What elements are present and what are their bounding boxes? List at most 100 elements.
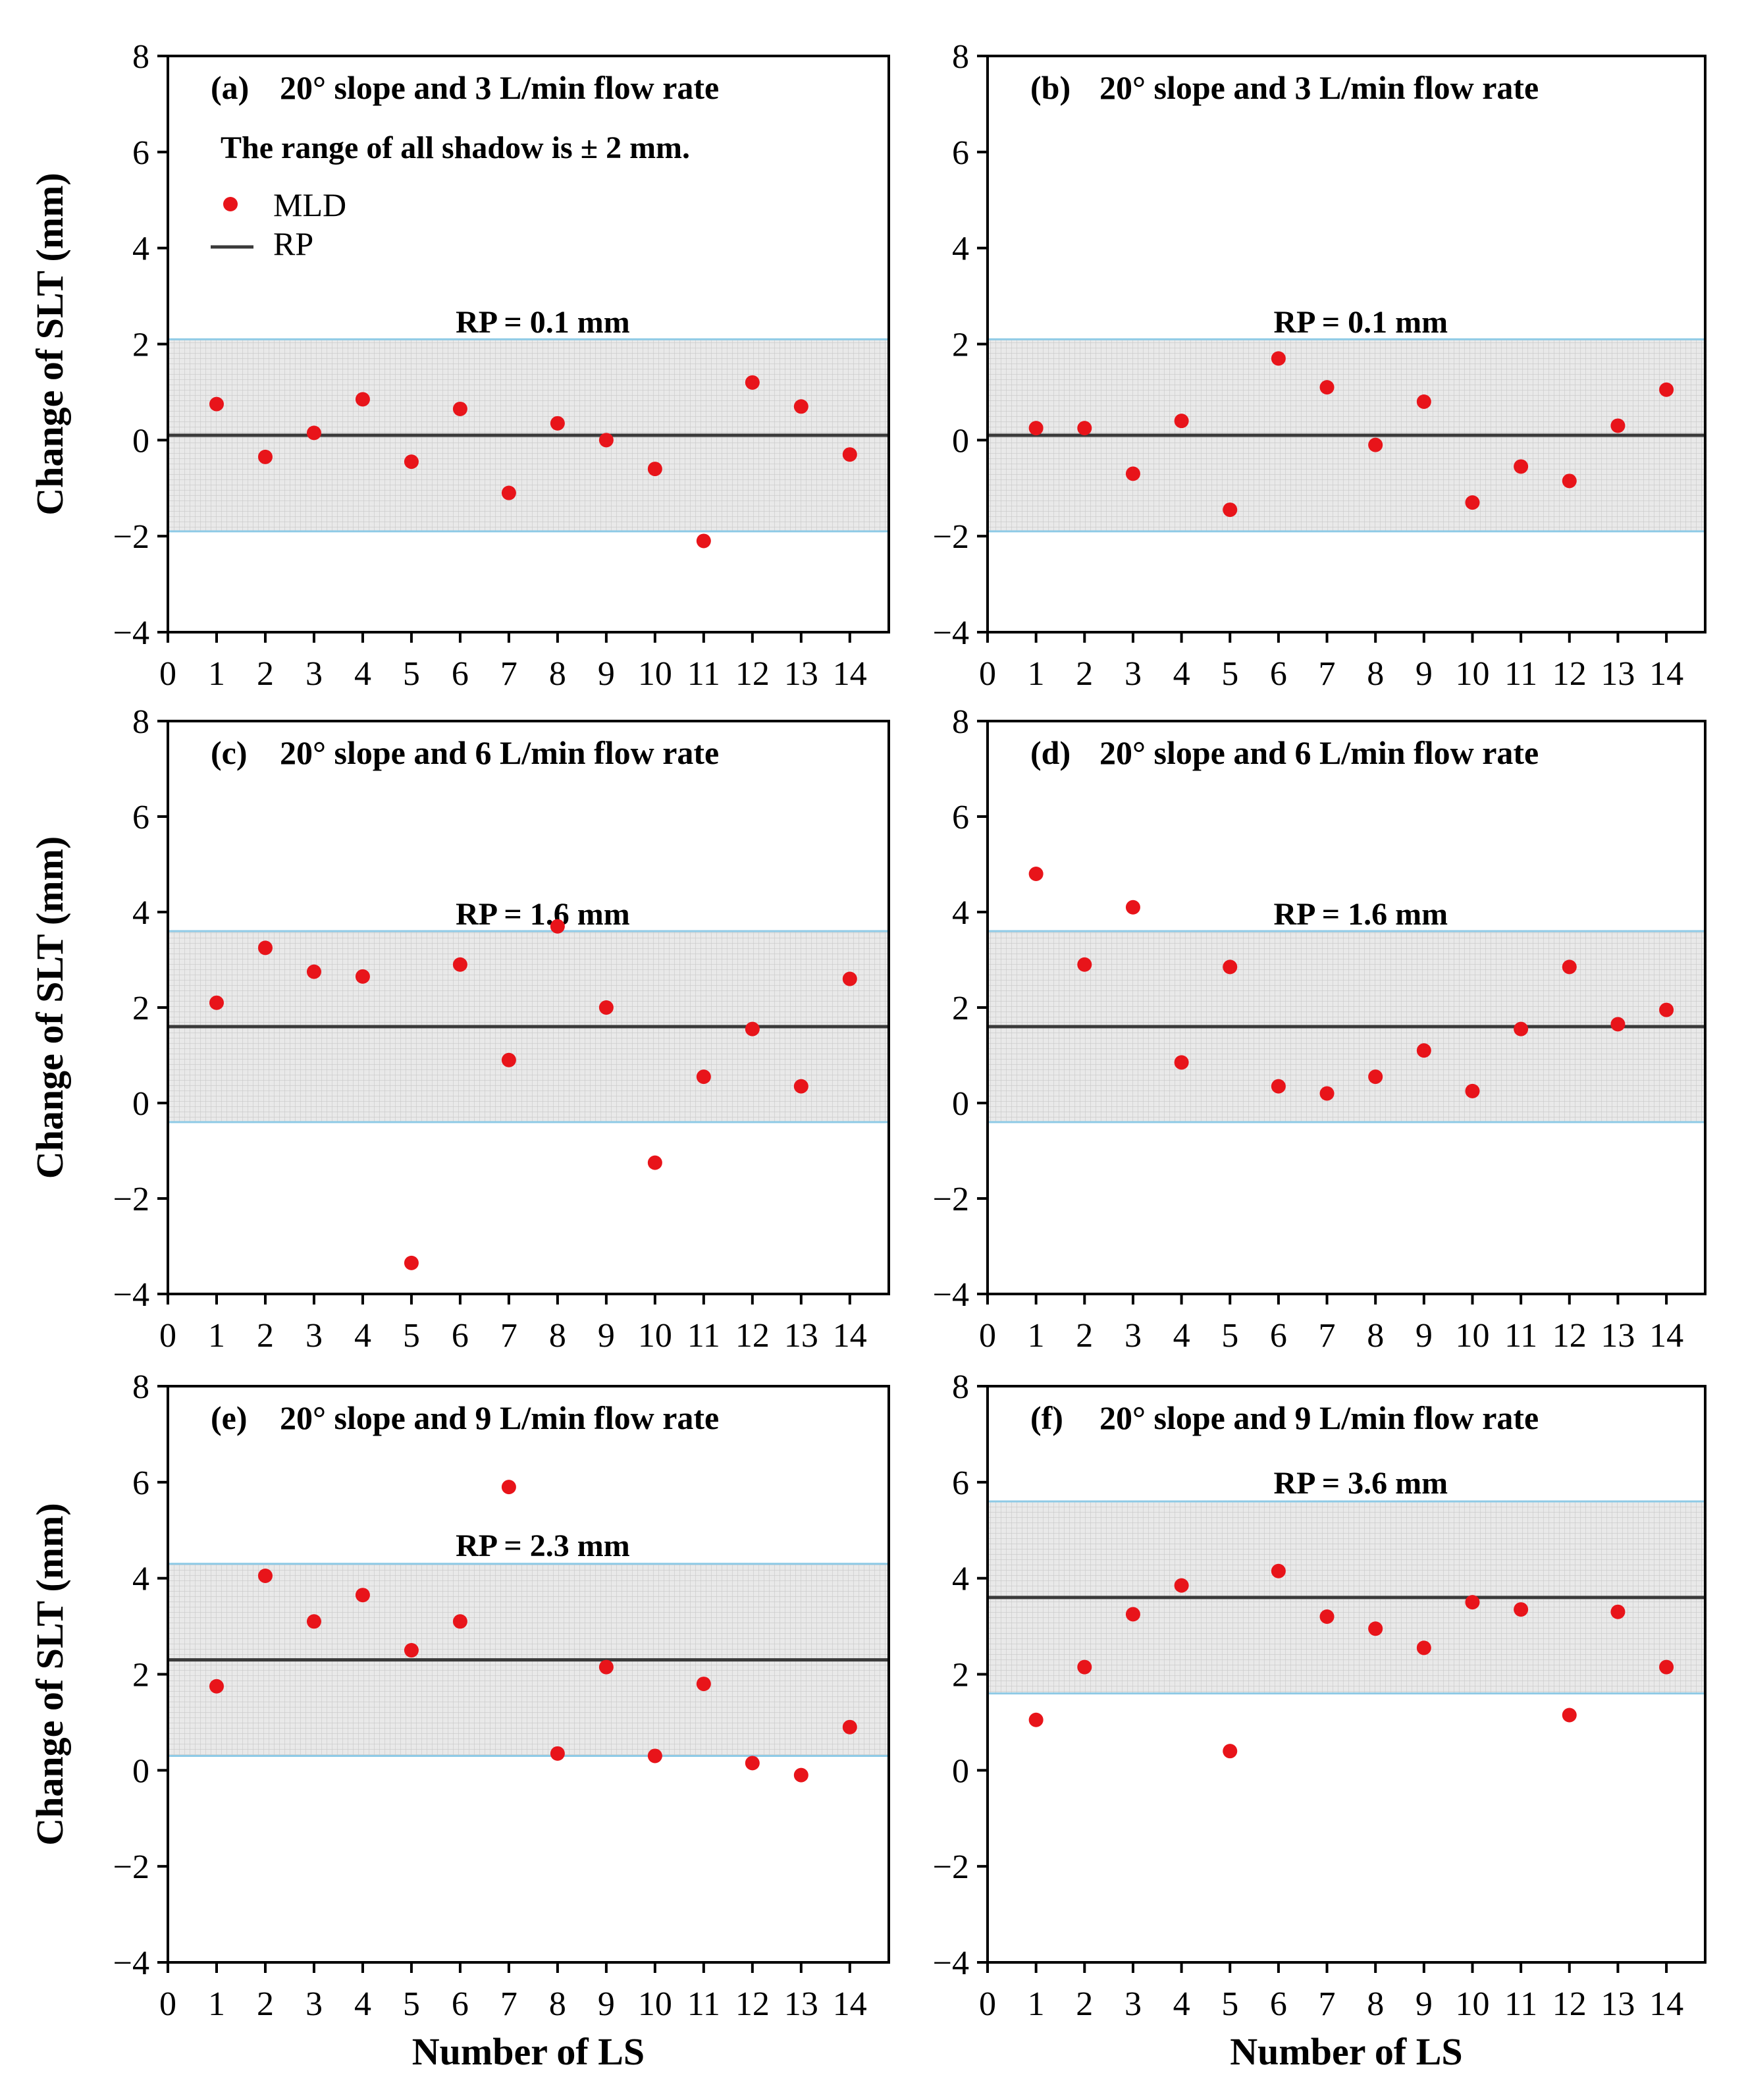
data-point: [1125, 466, 1140, 481]
x-tick-label: 10: [1455, 1317, 1489, 1355]
data-point: [1077, 421, 1092, 436]
data-point: [550, 1746, 565, 1761]
data-point: [1610, 1017, 1626, 1032]
rp-label: RP = 0.1 mm: [456, 305, 630, 340]
data-point: [1465, 1083, 1480, 1098]
x-tick-label: 2: [1076, 1317, 1093, 1355]
x-tick-label: 14: [833, 655, 867, 693]
x-tick-label: 1: [1028, 1985, 1045, 2023]
data-point: [1368, 1069, 1383, 1085]
y-tick-label: 6: [952, 799, 969, 836]
data-point: [257, 1569, 273, 1584]
data-point: [1028, 867, 1044, 881]
y-tick-label: −2: [933, 518, 969, 556]
data-point: [452, 401, 467, 416]
y-tick-label: 0: [132, 422, 149, 460]
x-tick-label: 14: [1649, 655, 1683, 693]
rp-label: RP = 3.6 mm: [1273, 1466, 1448, 1501]
data-point: [1028, 421, 1044, 436]
data-point: [1659, 382, 1674, 397]
x-tick-label: 8: [549, 1985, 566, 2023]
data-point: [1319, 1086, 1335, 1101]
x-tick-label: 0: [979, 655, 996, 693]
data-point: [1125, 900, 1140, 915]
data-point: [1416, 1043, 1431, 1058]
y-axis-label: Change of SLT (mm): [28, 836, 71, 1179]
x-tick-label: 12: [735, 655, 770, 693]
x-axis-label: Number of LS: [1230, 2030, 1462, 2073]
data-point: [1368, 437, 1383, 452]
x-tick-label: 14: [1649, 1985, 1683, 2023]
x-tick-label: 6: [1270, 655, 1287, 693]
x-tick-label: 13: [1600, 1317, 1635, 1355]
x-tick-label: 4: [354, 1317, 371, 1355]
y-tick-label: 0: [952, 1085, 969, 1123]
x-tick-label: 0: [979, 1317, 996, 1355]
x-tick-label: 10: [1455, 1985, 1489, 2023]
y-axis-label: Change of SLT (mm): [28, 173, 71, 515]
rp-label: RP = 1.6 mm: [1273, 897, 1448, 932]
data-point: [257, 940, 273, 956]
y-tick-label: 6: [952, 134, 969, 172]
y-tick-label: 6: [132, 134, 149, 172]
y-tick-label: 4: [132, 894, 149, 932]
data-point: [842, 447, 857, 462]
panel-letter: (e): [211, 1399, 248, 1436]
data-point: [598, 1659, 614, 1675]
x-tick-label: 7: [1319, 1317, 1336, 1355]
x-tick-label: 13: [1600, 655, 1635, 693]
x-tick-label: 7: [1319, 1985, 1336, 2023]
data-point: [1562, 1708, 1577, 1723]
panel-letter: (b): [1030, 69, 1071, 106]
x-tick-label: 6: [452, 1985, 469, 2023]
y-tick-label: −2: [933, 1848, 969, 1886]
x-tick-label: 10: [638, 1317, 672, 1355]
x-tick-label: 10: [1455, 655, 1489, 693]
panel-title: 20° slope and 9 L/min flow rate: [280, 1399, 719, 1436]
y-tick-label: 8: [952, 1368, 969, 1406]
y-tick-label: 2: [132, 1657, 149, 1694]
data-point: [1077, 1659, 1092, 1675]
x-tick-label: 11: [687, 655, 720, 693]
x-tick-label: 6: [1270, 1985, 1287, 2023]
x-tick-label: 3: [305, 1985, 323, 2023]
y-tick-label: 2: [952, 327, 969, 364]
data-point: [1465, 495, 1480, 510]
data-point: [501, 1052, 516, 1067]
x-tick-label: 3: [1124, 1985, 1142, 2023]
x-tick-label: 5: [403, 655, 420, 693]
data-point: [696, 1069, 711, 1085]
y-tick-label: 0: [952, 422, 969, 460]
data-point: [355, 392, 370, 407]
data-point: [1223, 502, 1238, 518]
panel-letter: (a): [211, 69, 249, 106]
x-tick-label: 6: [452, 1317, 469, 1355]
legend-label-rp: RP: [273, 225, 313, 262]
x-tick-label: 12: [1552, 1317, 1587, 1355]
x-tick-label: 4: [1173, 1317, 1190, 1355]
data-point: [1271, 351, 1286, 366]
panel-letter: (f): [1030, 1399, 1063, 1436]
data-point: [1319, 1609, 1335, 1624]
data-point: [842, 971, 857, 986]
y-tick-label: 2: [132, 327, 149, 364]
x-tick-label: 11: [1504, 655, 1537, 693]
y-tick-label: 2: [952, 990, 969, 1027]
x-tick-label: 7: [500, 1317, 517, 1355]
panel-title: 20° slope and 6 L/min flow rate: [280, 734, 719, 771]
data-point: [1610, 1604, 1626, 1619]
x-tick-label: 9: [598, 655, 615, 693]
panel-title: 20° slope and 3 L/min flow rate: [1099, 69, 1539, 106]
x-tick-label: 2: [257, 1985, 274, 2023]
data-point: [306, 425, 321, 441]
x-tick-label: 3: [305, 655, 323, 693]
data-point: [647, 1748, 662, 1763]
data-point: [452, 1614, 467, 1629]
data-point: [209, 995, 224, 1010]
data-point: [1659, 1659, 1674, 1675]
data-point: [745, 1021, 760, 1037]
data-point: [598, 433, 614, 448]
data-point: [1416, 1640, 1431, 1656]
